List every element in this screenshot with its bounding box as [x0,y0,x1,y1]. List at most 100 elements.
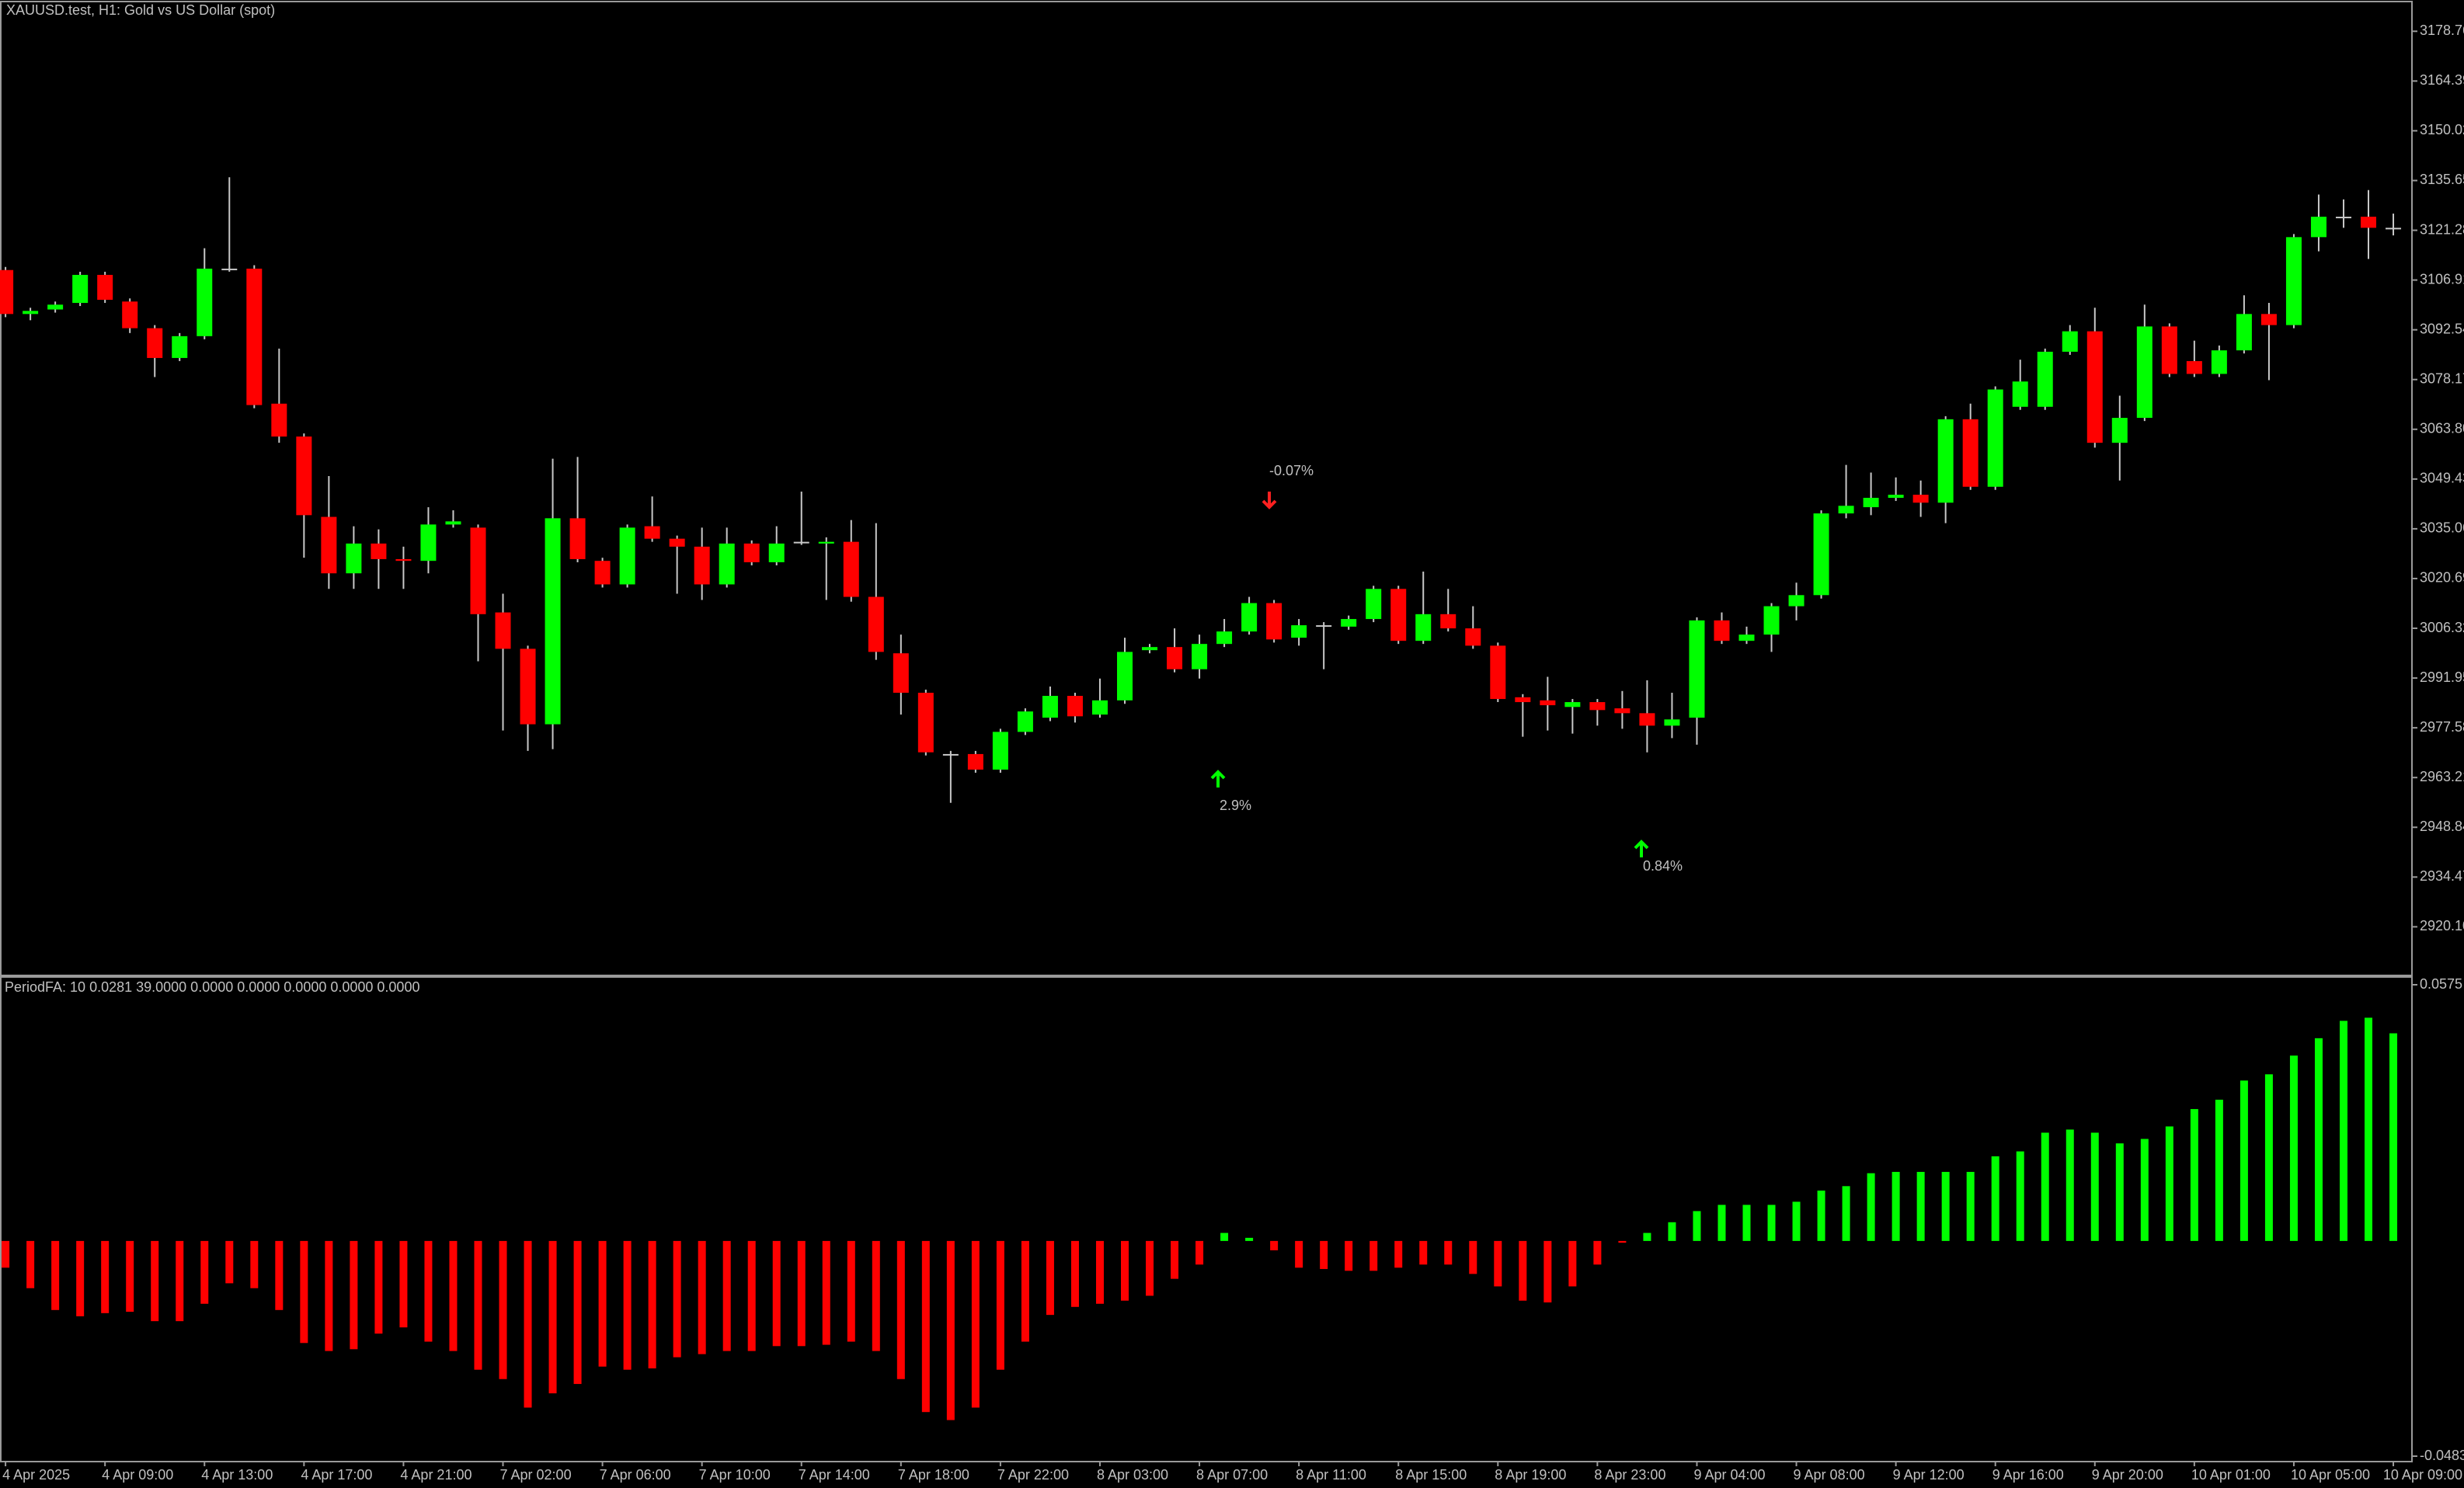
candle-body [743,543,760,562]
histogram-bar [1121,1240,1129,1301]
histogram-bar [1345,1240,1353,1271]
candle-body [2037,351,2053,407]
histogram-bar [524,1240,532,1408]
candle-body [23,311,39,315]
histogram-bar [1568,1240,1577,1287]
histogram-bar [1295,1240,1303,1268]
candle-body [818,541,834,544]
candle-body [1515,697,1531,703]
x-tick-label: 9 Apr 08:00 [1794,1467,1865,1483]
histogram-bar [76,1240,85,1316]
histogram-bar [797,1240,806,1347]
candle-body [967,753,983,770]
histogram-bar [1742,1205,1751,1241]
histogram-bar [1941,1171,1950,1241]
histogram-bar [573,1240,582,1385]
histogram-bar [872,1240,880,1351]
candle-body [47,304,64,310]
histogram-bar [971,1240,980,1408]
y-tick-label: 2977.58 [2420,719,2464,735]
histogram-bar [2115,1143,2124,1241]
candle-body [1788,595,1804,607]
histogram-bar [1817,1191,1825,1241]
histogram-bar [2041,1132,2049,1241]
histogram-bar [1171,1240,1179,1279]
x-tick-label: 8 Apr 07:00 [1196,1467,1268,1483]
histogram-bar [1245,1237,1254,1241]
candle-body [1341,619,1357,627]
candle-body [1912,495,1929,503]
candle-body [1241,603,1258,632]
histogram-bar [2314,1038,2323,1241]
candle-body [2236,314,2252,351]
histogram-bar [325,1240,333,1351]
histogram-bar [1543,1240,1552,1303]
x-tick-label: 8 Apr 15:00 [1395,1467,1467,1483]
histogram-bar [1494,1240,1502,1287]
candle-body [644,526,660,539]
candle-body [1366,589,1382,620]
histogram-bar [250,1240,259,1288]
x-tick-label: 4 Apr 09:00 [102,1467,173,1483]
x-tick-label: 4 Apr 13:00 [201,1467,273,1483]
x-tick-label: 7 Apr 22:00 [997,1467,1069,1483]
candle-body [868,596,884,652]
candle-body [2361,217,2376,228]
histogram-bar [598,1240,607,1367]
candle-body [2211,350,2227,374]
candle-body [520,648,536,725]
signal-label: 0.84% [1643,858,1683,874]
histogram-bar [1220,1232,1229,1241]
x-tick-label: 7 Apr 18:00 [898,1467,969,1483]
histogram-bar [2289,1055,2298,1241]
candle-body [893,653,909,694]
candle-body [594,561,611,585]
y-tick-label: 3020.69 [2420,570,2464,586]
x-tick-label: 4 Apr 2025 [2,1467,70,1483]
candle-body [1017,711,1033,732]
histogram-bar [2215,1100,2223,1241]
signal-arrow [1262,492,1277,509]
histogram-bar [1593,1240,1602,1265]
candle-body [72,274,89,304]
candle-body [1589,702,1606,711]
candle-body [2161,326,2177,374]
candle-body [1987,389,2003,487]
candle-body [296,436,312,516]
signal-label: -0.07% [1269,463,1314,478]
x-tick-label: 10 Apr 09:00 [2383,1467,2462,1483]
histogram-bar [499,1240,507,1379]
candle-body [942,753,959,756]
candle-body [470,527,486,614]
candle-body [1266,603,1282,640]
histogram-bar [847,1240,855,1342]
y-tick-label: 2991.95 [2420,669,2464,685]
histogram-bar [1792,1201,1801,1241]
histogram-bar [374,1240,383,1334]
candle-body [1091,700,1108,715]
y-tick-label: 3006.32 [2420,620,2464,635]
candle-body [2335,217,2351,219]
y-tick-label: 3049.43 [2420,471,2464,486]
candle-body [1863,498,1879,508]
histogram-bar [176,1240,184,1322]
y-tick-label: 3106.91 [2420,271,2464,287]
histogram-bar [946,1240,955,1420]
histogram-bar [424,1240,433,1342]
histogram-bar [2190,1109,2198,1241]
histogram-bar [648,1240,656,1368]
candle-body [2012,381,2028,407]
histogram-bar [1070,1240,1079,1307]
candle-body [2310,217,2327,238]
signal-arrow [1634,840,1649,857]
candle-body [1689,620,1705,718]
y-tick-label: 2920.10 [2420,918,2464,933]
candle-body [1216,631,1233,645]
histogram-bar [1195,1240,1204,1265]
histogram-bar [1394,1240,1403,1268]
candle-body [2136,326,2153,419]
candle-body [1142,647,1158,651]
signal-arrow [1210,770,1226,787]
histogram-bar [2365,1017,2372,1241]
candle-body [1714,620,1730,641]
